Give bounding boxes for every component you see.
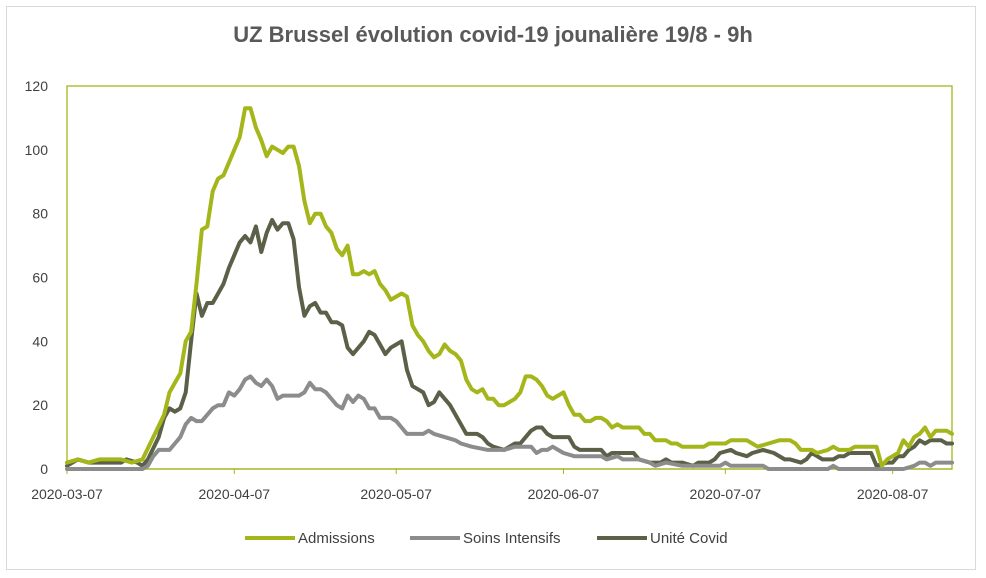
x-tick-label: 2020-06-07	[528, 486, 600, 502]
legend-label-unite-covid: Unité Covid	[650, 530, 728, 547]
series-lines	[65, 106, 954, 471]
x-tick-label: 2020-04-07	[198, 486, 270, 502]
y-axis: 0 20 40 60 80 100 120	[25, 78, 49, 477]
legend-label-admissions: Admissions	[298, 530, 375, 547]
series-line-admissions	[65, 106, 954, 468]
plot-area	[66, 85, 953, 470]
x-tick-label: 2020-05-07	[360, 486, 432, 502]
y-tick-label: 40	[32, 333, 48, 349]
x-axis: 2020-03-07 2020-04-07 2020-05-07 2020-06-07…	[31, 469, 929, 502]
plot-border	[66, 85, 953, 470]
y-tick-label: 20	[32, 397, 48, 413]
x-tick-label: 2020-07-07	[690, 486, 762, 502]
series-line-soins-intensifs	[65, 374, 954, 471]
legend-label-soins-intensifs: Soins Intensifs	[463, 530, 561, 547]
x-tick-label: 2020-03-07	[31, 486, 103, 502]
chart-title: UZ Brussel évolution covid-19 jounalière…	[233, 22, 753, 47]
y-tick-label: 60	[32, 270, 48, 286]
y-tick-label: 120	[25, 78, 49, 94]
y-tick-label: 100	[25, 142, 49, 158]
series-line-unite-covid	[65, 218, 954, 468]
x-tick-label: 2020-08-07	[857, 486, 929, 502]
legend: Admissions Soins Intensifs Unité Covid	[245, 530, 728, 547]
chart-frame	[6, 6, 976, 570]
y-tick-label: 80	[32, 206, 48, 222]
y-tick-label: 0	[40, 461, 48, 477]
